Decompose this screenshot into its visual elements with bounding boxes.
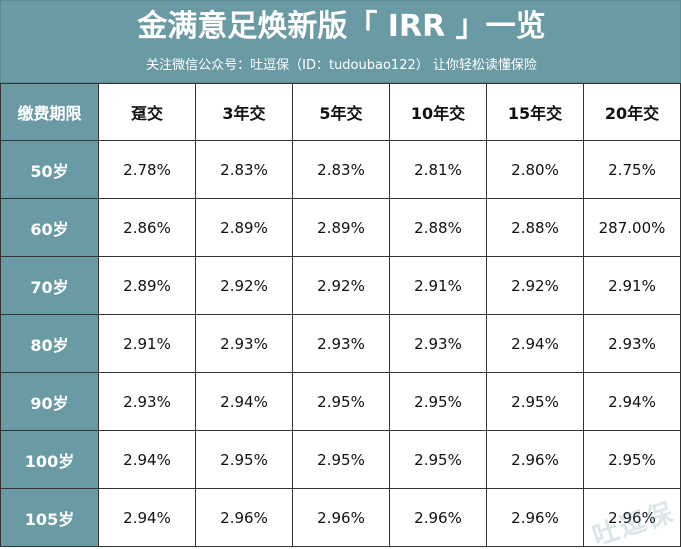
irr-cell: 2.96% (486, 430, 584, 489)
irr-cell: 2.96% (195, 488, 293, 547)
irr-cell: 2.89% (292, 198, 390, 257)
irr-cell: 2.93% (98, 372, 196, 431)
column-header: 20年交 (583, 83, 681, 141)
irr-cell: 2.95% (583, 430, 681, 489)
table-header-row: 缴费期限 趸交 3年交 5年交 10年交 15年交 20年交 (0, 83, 681, 141)
irr-cell: 2.94% (98, 488, 196, 547)
irr-cell: 2.75% (583, 140, 681, 199)
irr-cell: 2.83% (292, 140, 390, 199)
irr-cell: 2.91% (389, 256, 487, 315)
irr-cell: 2.92% (292, 256, 390, 315)
irr-cell: 2.91% (583, 256, 681, 315)
column-header: 趸交 (98, 83, 196, 141)
row-header-age: 70岁 (0, 256, 99, 315)
row-header-age: 80岁 (0, 314, 99, 373)
irr-cell: 2.89% (98, 256, 196, 315)
corner-header: 缴费期限 (0, 83, 99, 141)
column-header: 15年交 (486, 83, 584, 141)
irr-cell: 2.83% (195, 140, 293, 199)
irr-cell: 2.88% (389, 198, 487, 257)
irr-cell: 2.89% (195, 198, 293, 257)
row-header-age: 90岁 (0, 372, 99, 431)
row-header-age: 50岁 (0, 140, 99, 199)
irr-cell: 2.80% (486, 140, 584, 199)
table-row: 70岁 2.89% 2.92% 2.92% 2.91% 2.92% 2.91% (0, 256, 681, 315)
irr-cell: 2.94% (583, 372, 681, 431)
table-row: 80岁 2.91% 2.93% 2.93% 2.93% 2.94% 2.93% (0, 314, 681, 373)
irr-cell: 2.78% (98, 140, 196, 199)
irr-cell: 2.95% (292, 372, 390, 431)
irr-cell: 2.95% (486, 372, 584, 431)
table-row: 90岁 2.93% 2.94% 2.95% 2.95% 2.95% 2.94% (0, 372, 681, 431)
table-row: 100岁 2.94% 2.95% 2.95% 2.95% 2.96% 2.95% (0, 430, 681, 489)
irr-cell: 2.88% (486, 198, 584, 257)
irr-cell: 2.93% (292, 314, 390, 373)
table-row: 50岁 2.78% 2.83% 2.83% 2.81% 2.80% 2.75% (0, 140, 681, 199)
title-banner: 金满意足焕新版「 IRR 」一览 关注微信公众号：吐逗保（ID：tudoubao… (0, 0, 681, 83)
column-header: 5年交 (292, 83, 390, 141)
irr-cell: 287.00% (583, 198, 681, 257)
irr-cell: 2.81% (389, 140, 487, 199)
column-header: 10年交 (389, 83, 487, 141)
page-subtitle: 关注微信公众号：吐逗保（ID：tudoubao122） 让你轻松读懂保险 (146, 58, 537, 73)
irr-cell: 2.96% (292, 488, 390, 547)
row-header-age: 100岁 (0, 430, 99, 489)
irr-cell: 2.96% (583, 488, 681, 547)
irr-cell: 2.93% (583, 314, 681, 373)
table-row: 60岁 2.86% 2.89% 2.89% 2.88% 2.88% 287.00… (0, 198, 681, 257)
irr-cell: 2.95% (389, 372, 487, 431)
irr-table: 缴费期限 趸交 3年交 5年交 10年交 15年交 20年交 50岁 2.78%… (0, 83, 681, 547)
page-title: 金满意足焕新版「 IRR 」一览 (137, 9, 546, 44)
irr-cell: 2.94% (195, 372, 293, 431)
row-header-age: 105岁 (0, 488, 99, 547)
irr-cell: 2.91% (98, 314, 196, 373)
row-header-age: 60岁 (0, 198, 99, 257)
irr-cell: 2.96% (486, 488, 584, 547)
column-header: 3年交 (195, 83, 293, 141)
irr-cell: 2.95% (292, 430, 390, 489)
irr-cell: 2.92% (195, 256, 293, 315)
irr-cell: 2.92% (486, 256, 584, 315)
table-row: 105岁 2.94% 2.96% 2.96% 2.96% 2.96% 2.96% (0, 488, 681, 547)
irr-cell: 2.95% (195, 430, 293, 489)
irr-cell: 2.94% (98, 430, 196, 489)
irr-cell: 2.93% (389, 314, 487, 373)
irr-cell: 2.94% (486, 314, 584, 373)
irr-cell: 2.93% (195, 314, 293, 373)
irr-cell: 2.95% (389, 430, 487, 489)
irr-cell: 2.86% (98, 198, 196, 257)
irr-cell: 2.96% (389, 488, 487, 547)
